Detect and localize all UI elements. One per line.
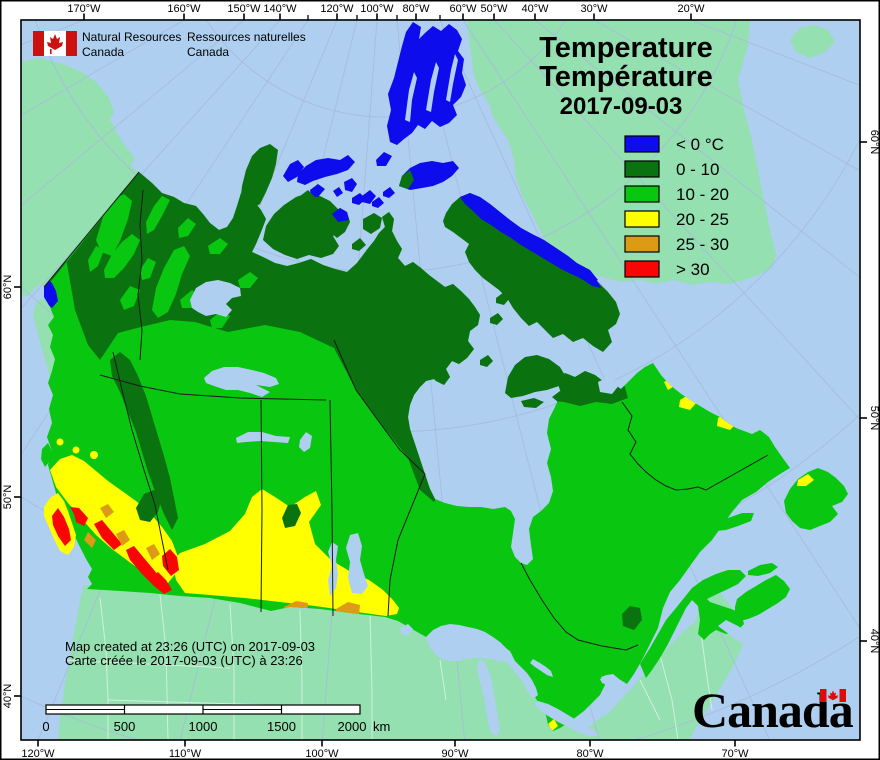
svg-text:30°W: 30°W <box>580 3 608 15</box>
svg-text:170°W: 170°W <box>67 3 101 15</box>
svg-text:110°W: 110°W <box>169 748 202 760</box>
svg-text:1500: 1500 <box>267 719 296 734</box>
svg-text:50°N: 50°N <box>2 485 14 510</box>
svg-text:2017-09-03: 2017-09-03 <box>560 93 683 120</box>
svg-text:50°N: 50°N <box>868 406 880 431</box>
svg-text:80°W: 80°W <box>576 748 604 760</box>
svg-text:100°W: 100°W <box>360 3 394 15</box>
svg-text:< 0 °C: < 0 °C <box>676 135 724 154</box>
svg-text:25 - 30: 25 - 30 <box>676 235 729 254</box>
svg-text:> 30: > 30 <box>676 260 710 279</box>
svg-text:1000: 1000 <box>189 719 218 734</box>
svg-text:2000: 2000 <box>338 719 367 734</box>
svg-text:Temperature: Temperature <box>539 32 713 64</box>
svg-text:Canada: Canada <box>187 45 229 59</box>
svg-text:Map created at 23:26 (UTC) on: Map created at 23:26 (UTC) on 2017-09-03 <box>65 639 315 654</box>
svg-text:160°W: 160°W <box>167 3 201 15</box>
svg-text:140°W: 140°W <box>263 3 297 15</box>
svg-text:60°N: 60°N <box>868 130 880 155</box>
svg-text:20 - 25: 20 - 25 <box>676 210 729 229</box>
svg-text:50°W: 50°W <box>480 3 508 15</box>
svg-text:km: km <box>373 719 390 734</box>
svg-text:Canada: Canada <box>82 45 124 59</box>
svg-text:60°N: 60°N <box>2 275 14 300</box>
svg-text:Carte créée le 2017-09-03 (UTC: Carte créée le 2017-09-03 (UTC) à 23:26 <box>65 653 303 668</box>
svg-text:40°W: 40°W <box>521 3 549 15</box>
svg-text:500: 500 <box>114 719 136 734</box>
svg-text:120°W: 120°W <box>320 3 354 15</box>
svg-text:Ressources naturelles: Ressources naturelles <box>187 30 306 44</box>
svg-text:20°W: 20°W <box>677 3 705 15</box>
svg-text:100°W: 100°W <box>305 748 339 760</box>
svg-text:10 - 20: 10 - 20 <box>676 185 729 204</box>
svg-text:150°W: 150°W <box>227 3 261 15</box>
svg-text:60°W: 60°W <box>449 3 477 15</box>
svg-text:40°N: 40°N <box>2 684 14 709</box>
svg-text:Natural Resources: Natural Resources <box>82 30 181 44</box>
svg-text:120°W: 120°W <box>21 748 55 760</box>
svg-text:90°W: 90°W <box>441 748 469 760</box>
svg-text:70°W: 70°W <box>721 748 749 760</box>
svg-text:80°W: 80°W <box>402 3 430 15</box>
svg-text:0 - 10: 0 - 10 <box>676 160 719 179</box>
svg-text:0: 0 <box>42 719 49 734</box>
svg-text:40°N: 40°N <box>868 629 880 654</box>
svg-text:Température: Température <box>539 61 713 93</box>
